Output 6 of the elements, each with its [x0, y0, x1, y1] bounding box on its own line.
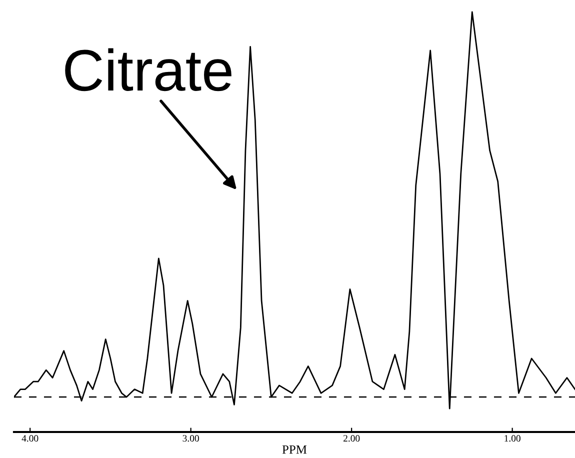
- x-tick-label: 1.00: [504, 435, 520, 442]
- x-tick-label: 4.00: [22, 435, 38, 442]
- x-tick-label: 2.00: [343, 435, 360, 442]
- x-tick-label: 3.00: [182, 435, 199, 442]
- annotation: Citrate: [65, 48, 232, 92]
- x-axis-title: PPM: [282, 445, 307, 454]
